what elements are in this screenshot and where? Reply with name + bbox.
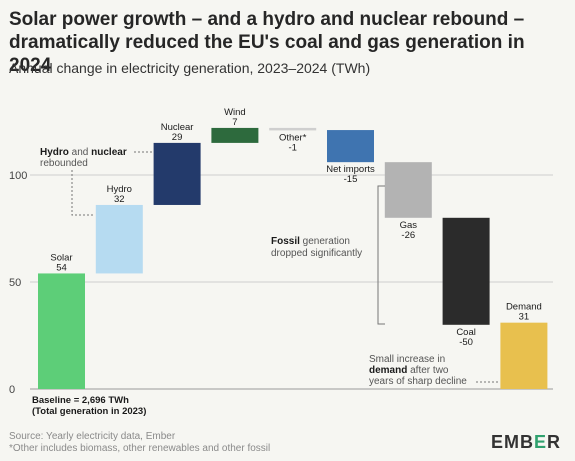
bar-label-solar: Solar [50, 252, 72, 263]
y-tick-label-0: 0 [9, 384, 15, 396]
footer: Source: Yearly electricity data, Ember *… [9, 431, 270, 455]
value-label-other: -1 [288, 142, 296, 153]
bar-label-net-imports: Net imports [326, 164, 375, 175]
y-tick-label-100: 100 [9, 170, 27, 182]
chart-subtitle: Annual change in electricity generation,… [9, 60, 371, 76]
value-label-hydro: 32 [114, 194, 125, 205]
bar-net-imports [327, 130, 374, 163]
value-label-net-imports: -15 [344, 174, 358, 185]
bar-label-coal: Coal [456, 327, 476, 338]
bar-nuclear [153, 142, 201, 205]
bar-label-nuclear: Nuclear [161, 122, 194, 133]
source-note: Source: Yearly electricity data, Ember [9, 431, 176, 442]
bar-label-hydro: Hydro [107, 184, 132, 195]
baseline-note-line1: Baseline = 2,696 TWh [32, 395, 129, 406]
bar-solar [38, 273, 85, 389]
value-label-wind: 7 [232, 117, 237, 128]
value-label-nuclear: 29 [172, 132, 183, 143]
other-footnote: *Other includes biomass, other renewable… [9, 443, 271, 454]
annotation-fossil-line2: dropped significantly [271, 248, 362, 259]
bar-other [269, 127, 317, 131]
y-tick-label-50: 50 [9, 277, 21, 289]
value-label-gas: -26 [401, 230, 415, 241]
annotation-fossil-bracket [377, 185, 385, 325]
bar-hydro [95, 204, 143, 274]
chart-title: Solar power growth – and a hydro and nuc… [9, 9, 525, 76]
bar-label-other: Other* [279, 132, 307, 143]
baseline-note-line2: (Total generation in 2023) [32, 406, 146, 417]
annotation-fossil-line1: Fossil generation [271, 236, 350, 247]
bar-coal [442, 217, 490, 325]
annotation-hydro-nuclear-leader-bottom [71, 170, 95, 216]
bar-label-wind: Wind [224, 107, 246, 118]
annotation-hydro-nuclear-line2: rebounded [40, 158, 88, 169]
ember-logo: EMBER [491, 432, 562, 452]
annotation-demand-line1: Small increase in [369, 354, 445, 365]
bar-wind [211, 127, 259, 143]
annotation-hydro-nuclear-line1: Hydro and nuclear [40, 147, 127, 158]
value-label-coal: -50 [459, 337, 473, 348]
bar-label-demand: Demand [506, 302, 542, 313]
bar-demand [500, 322, 548, 389]
annotation-demand-line2: demand after two [369, 365, 449, 376]
value-label-demand: 31 [519, 312, 530, 323]
bar-label-gas: Gas [400, 220, 418, 231]
annotation-demand-line3: years of sharp decline [369, 376, 467, 387]
bar-gas [384, 162, 432, 218]
value-label-solar: 54 [56, 262, 67, 273]
